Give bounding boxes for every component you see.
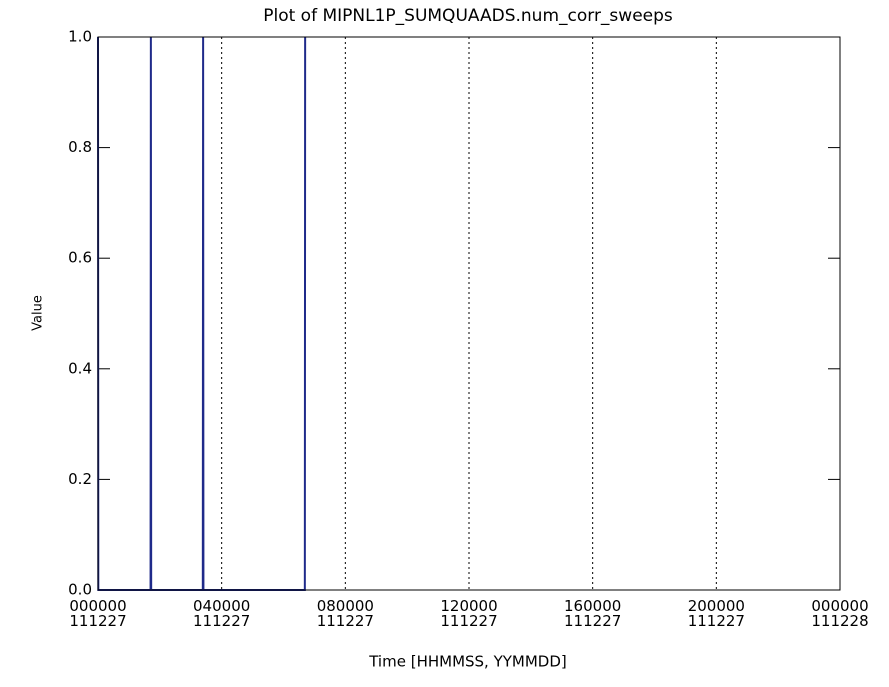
x-tick-label: 080000 111227 bbox=[316, 597, 374, 630]
x-tick-label: 200000 111227 bbox=[687, 597, 745, 630]
y-tick-label: 0.2 bbox=[68, 470, 92, 488]
x-tick-label: 040000 111227 bbox=[193, 597, 251, 630]
line bbox=[97, 36, 307, 591]
y-tick-label: 1.0 bbox=[68, 28, 92, 46]
x-tick-label: 000000 111227 bbox=[69, 597, 127, 630]
y-tick-label: 0.6 bbox=[68, 249, 92, 267]
y-axis-label: Value bbox=[31, 295, 46, 331]
x-tick-label: 000000 111228 bbox=[811, 597, 869, 630]
x-tick-label: 120000 111227 bbox=[440, 597, 498, 630]
y-tick-label: 0.0 bbox=[68, 581, 92, 599]
y-tick-label: 0.8 bbox=[68, 138, 92, 156]
plot-frame bbox=[97, 36, 841, 591]
y-tick-label: 0.4 bbox=[68, 359, 92, 377]
chart-title: Plot of MIPNL1P_SUMQUAADS.num_corr_sweep… bbox=[263, 6, 673, 26]
x-axis-label: Time [HHMMSS, YYMMDD] bbox=[368, 653, 567, 671]
x-tick-label: 160000 111227 bbox=[564, 597, 622, 630]
